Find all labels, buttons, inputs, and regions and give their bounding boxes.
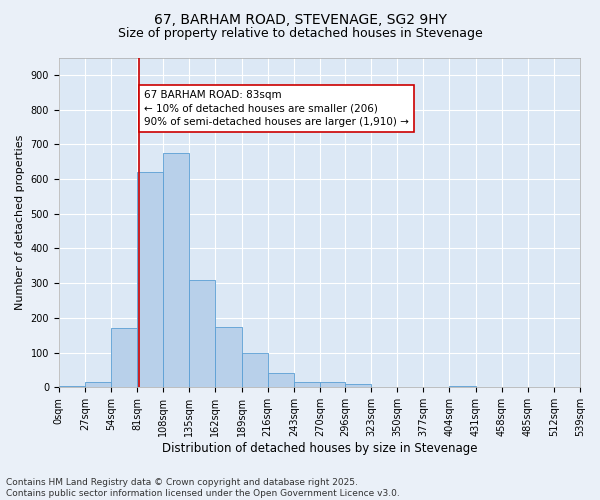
Text: Contains HM Land Registry data © Crown copyright and database right 2025.
Contai: Contains HM Land Registry data © Crown c… bbox=[6, 478, 400, 498]
Bar bbox=[163, 153, 190, 388]
Text: 67, BARHAM ROAD, STEVENAGE, SG2 9HY: 67, BARHAM ROAD, STEVENAGE, SG2 9HY bbox=[154, 12, 446, 26]
X-axis label: Distribution of detached houses by size in Stevenage: Distribution of detached houses by size … bbox=[161, 442, 477, 455]
Bar bbox=[320, 382, 345, 388]
Bar bbox=[59, 386, 85, 388]
Bar bbox=[345, 384, 371, 388]
Text: Size of property relative to detached houses in Stevenage: Size of property relative to detached ho… bbox=[118, 28, 482, 40]
Bar bbox=[242, 352, 268, 388]
Text: 67 BARHAM ROAD: 83sqm
← 10% of detached houses are smaller (206)
90% of semi-det: 67 BARHAM ROAD: 83sqm ← 10% of detached … bbox=[144, 90, 409, 127]
Bar bbox=[449, 386, 476, 388]
Bar bbox=[215, 326, 242, 388]
Bar bbox=[294, 382, 320, 388]
Bar bbox=[190, 280, 215, 388]
Bar bbox=[85, 382, 111, 388]
Bar bbox=[111, 328, 137, 388]
Bar bbox=[137, 172, 163, 388]
Y-axis label: Number of detached properties: Number of detached properties bbox=[15, 134, 25, 310]
Bar bbox=[268, 374, 294, 388]
